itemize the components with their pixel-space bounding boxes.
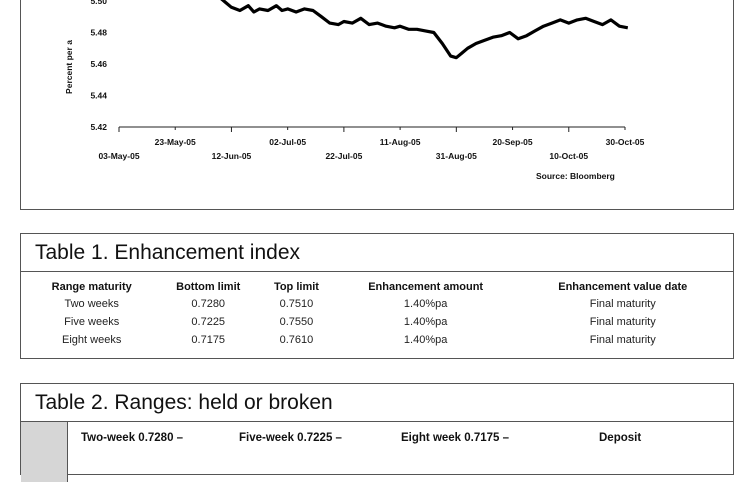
table-row: Two weeks 0.7280 0.7510 1.40%pa Final ma…: [27, 295, 727, 313]
x-tick-label: 31-Aug-05: [436, 151, 477, 161]
table-cell: 0.7280: [191, 298, 226, 310]
line-chart: 5.50 5.48 5.46 5.44 5.42 23-May-05 02-Jul-05 1…: [64, 0, 645, 181]
column-header: Eight week 0.7175 –: [401, 432, 510, 444]
table1-title: Table 1. Enhancement index: [21, 234, 733, 272]
column-header: Bottom limit: [176, 280, 241, 293]
x-tick-label: 23-May-05: [155, 137, 196, 147]
table-cell: Final maturity: [589, 334, 656, 346]
y-axis-label: Percent per a: [64, 40, 74, 94]
x-tick-label: 02-Jul-05: [269, 137, 306, 147]
table-cell: 1.40%pa: [403, 334, 448, 346]
y-tick-label: 5.48: [90, 28, 107, 38]
table-cell: 0.7225: [191, 316, 226, 328]
table-cell: 0.7175: [191, 334, 226, 346]
enhancement-index-table: Range maturity Bottom limit Top limit En…: [27, 278, 727, 349]
table-cell: Eight weeks: [62, 334, 122, 346]
table-header-row: Range maturity Bottom limit Top limit En…: [27, 278, 727, 295]
source-note: Source: Bloomberg: [536, 171, 615, 181]
column-header: Deposit: [599, 432, 642, 444]
table-cell: Final maturity: [589, 298, 656, 310]
table-cell: 0.7610: [279, 334, 314, 346]
table-cell: Five weeks: [64, 316, 120, 328]
table2-panel: Table 2. Ranges: held or broken Two-week…: [20, 383, 734, 482]
column-header: Enhancement amount: [368, 280, 484, 293]
table2-title: Table 2. Ranges: held or broken: [21, 384, 733, 422]
table-cell: 1.40%pa: [403, 298, 448, 310]
table2-side-cell: [21, 422, 68, 482]
y-tick-label: 5.44: [90, 91, 107, 101]
y-tick-label: 5.50: [90, 0, 107, 6]
column-header: Range maturity: [51, 280, 132, 293]
x-tick-label: 20-Sep-05: [492, 137, 532, 147]
chart-panel: 5.50 5.48 5.46 5.44 5.42 23-May-05 02-Jul-05 1…: [20, 0, 734, 210]
column-header: Top limit: [273, 280, 319, 293]
table2-header-row: Two-week 0.7280 – Five-week 0.7225 – Eig…: [21, 422, 733, 482]
table1-panel: Table 1. Enhancement index Range maturit…: [20, 233, 734, 359]
x-tick-label: 30-Oct-05: [606, 137, 645, 147]
x-tick-label: 10-Oct-05: [549, 151, 588, 161]
table-cell: Two weeks: [64, 298, 119, 310]
table-row: Eight weeks 0.7175 0.7610 1.40%pa Final …: [27, 331, 727, 349]
x-tick-label: 22-Jul-05: [325, 151, 362, 161]
x-tick-label: 11-Aug-05: [380, 137, 421, 147]
table-cell: 0.7510: [279, 298, 314, 310]
column-header: Five-week 0.7225 –: [239, 432, 342, 444]
column-header: Two-week 0.7280 –: [81, 432, 184, 444]
table-cell: 1.40%pa: [403, 316, 448, 328]
table-cell: Final maturity: [589, 316, 656, 328]
column-header: Enhancement value date: [558, 280, 688, 293]
y-tick-label: 5.42: [90, 122, 107, 132]
table-row: Five weeks 0.7225 0.7550 1.40%pa Final m…: [27, 313, 727, 331]
x-tick-label: 03-May-05: [98, 151, 139, 161]
series-line: [220, 0, 629, 60]
y-tick-label: 5.46: [90, 59, 107, 69]
table-cell: 0.7550: [279, 316, 314, 328]
x-tick-label: 12-Jun-05: [212, 151, 252, 161]
